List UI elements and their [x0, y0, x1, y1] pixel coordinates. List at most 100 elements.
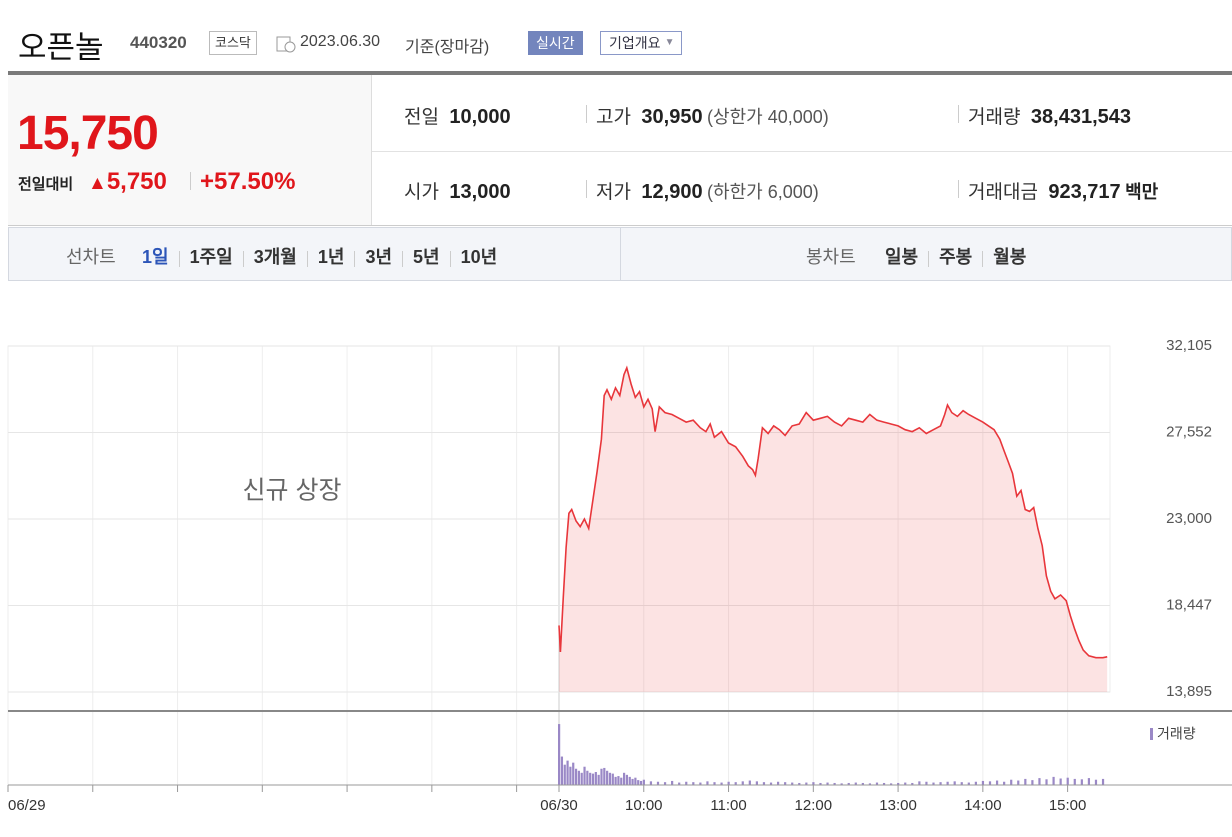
volume-bar	[699, 782, 702, 785]
volume-bar	[727, 781, 730, 785]
row-divider	[372, 151, 1232, 152]
current-price: 15,750	[17, 107, 159, 160]
tab-divider	[620, 228, 621, 280]
period-tab[interactable]: 10년	[460, 247, 498, 267]
volume-bar	[663, 782, 667, 785]
period-tab[interactable]: 3개월	[253, 247, 297, 267]
volume-bar	[1003, 781, 1006, 785]
volume-bar	[925, 781, 928, 785]
change-rate: +57.50%	[200, 168, 296, 195]
volume-bar	[988, 781, 992, 785]
company-label: 기업개요	[609, 35, 661, 51]
volume-bar	[574, 768, 578, 785]
volume-bar	[597, 774, 600, 785]
volume-bar	[755, 781, 758, 785]
quote-low: 저가 12,900 (하한가 6,000)	[596, 177, 819, 204]
market-badge: 코스닥	[209, 31, 257, 55]
x-tick-label: 14:00	[964, 797, 1002, 814]
volume-bar	[572, 762, 575, 785]
note: (하한가 6,000)	[707, 182, 819, 202]
unit: 백만	[1125, 182, 1159, 202]
period-tab[interactable]: 1년	[317, 247, 345, 267]
volume-bar	[868, 783, 872, 785]
stock-code: 440320	[130, 33, 187, 52]
x-tick-label: 15:00	[1049, 797, 1087, 814]
tab-separator	[178, 250, 180, 267]
volume-bar	[805, 782, 808, 785]
volume-bar	[563, 764, 566, 785]
volume-bar	[932, 782, 935, 785]
divider	[8, 71, 1232, 75]
volume-bar	[603, 767, 606, 785]
line-period-tabs: 1일 1주일 3개월 1년 3년 5년 10년	[142, 243, 497, 269]
calendar-icon	[276, 36, 296, 53]
volume-bar	[960, 782, 963, 785]
volume-bar	[981, 780, 985, 785]
volume-bar	[939, 782, 942, 785]
volume-bar	[631, 778, 634, 785]
volume-bar	[1010, 779, 1013, 785]
price-panel	[8, 75, 372, 225]
volume-bar	[600, 768, 603, 785]
volume-bar	[791, 782, 794, 785]
volume-bar	[1052, 776, 1055, 785]
x-tick-label: 06/30	[540, 797, 578, 814]
period-tab[interactable]: 1일	[142, 247, 169, 267]
realtime-button[interactable]: 실시간	[528, 31, 583, 55]
line-chart-label: 선차트	[66, 247, 116, 267]
volume-bar	[812, 782, 815, 785]
period-tab[interactable]: 3년	[365, 247, 393, 267]
volume-bar	[649, 781, 653, 785]
legend-label: 거래량	[1157, 726, 1196, 742]
x-tick-label: 13:00	[879, 797, 917, 814]
legend-swatch	[1150, 728, 1153, 740]
volume-bar	[713, 782, 716, 785]
volume-bar	[720, 782, 723, 785]
volume-bar	[577, 770, 580, 785]
note: (상한가 40,000)	[707, 107, 829, 127]
y-tick-label: 23,000	[1166, 510, 1212, 527]
volume-bar	[861, 782, 864, 785]
candle-period-tabs: 일봉 주봉 월봉	[885, 243, 1026, 269]
label: 시가	[404, 182, 439, 203]
volume-bar	[606, 770, 609, 785]
quote-volume: 거래량 38,431,543	[968, 102, 1131, 129]
volume-bar	[580, 772, 583, 785]
period-tab[interactable]: 주봉	[939, 247, 973, 267]
change: 5,750	[106, 168, 167, 195]
volume-bar	[560, 756, 564, 785]
volume-bar	[1059, 778, 1062, 785]
volume-bar	[762, 782, 766, 785]
tab-separator	[306, 250, 308, 267]
period-tab[interactable]: 월봉	[993, 247, 1027, 267]
volume-bar	[1094, 779, 1098, 785]
volume-bar	[622, 772, 626, 785]
company-button[interactable]: 기업개요 ▼	[600, 31, 682, 55]
volume-bar	[639, 780, 643, 785]
volume-bar	[748, 780, 751, 785]
quote-prev: 전일 10,000	[404, 102, 511, 129]
change-label: 전일대비	[18, 176, 74, 193]
period-tab[interactable]: 5년	[413, 247, 440, 267]
volume-bar	[611, 773, 614, 785]
tab-separator	[449, 250, 451, 267]
period-tab[interactable]: 1주일	[189, 247, 233, 267]
volume-bar	[798, 782, 801, 785]
value: 30,950	[641, 106, 703, 128]
volume-bar	[591, 773, 595, 785]
value: 923,717	[1048, 181, 1121, 203]
volume-bar	[628, 776, 631, 785]
chart: 06/29 06/30 10:00 11:00 12:00 13:00 14:00 15:00…	[7, 337, 1232, 814]
volume-bar	[904, 782, 907, 785]
volume-bar	[946, 781, 949, 785]
volume-bar	[1080, 779, 1083, 785]
period-tab[interactable]: 일봉	[885, 247, 919, 267]
volume-bar	[637, 780, 640, 785]
volume-bar	[706, 781, 709, 785]
y-tick-label: 27,552	[1166, 423, 1212, 440]
volume-bar	[897, 782, 900, 785]
volume-bar	[911, 782, 914, 785]
x-tick-label: 12:00	[795, 797, 833, 814]
volume-bar	[692, 782, 695, 785]
volume-bar	[1017, 780, 1020, 785]
